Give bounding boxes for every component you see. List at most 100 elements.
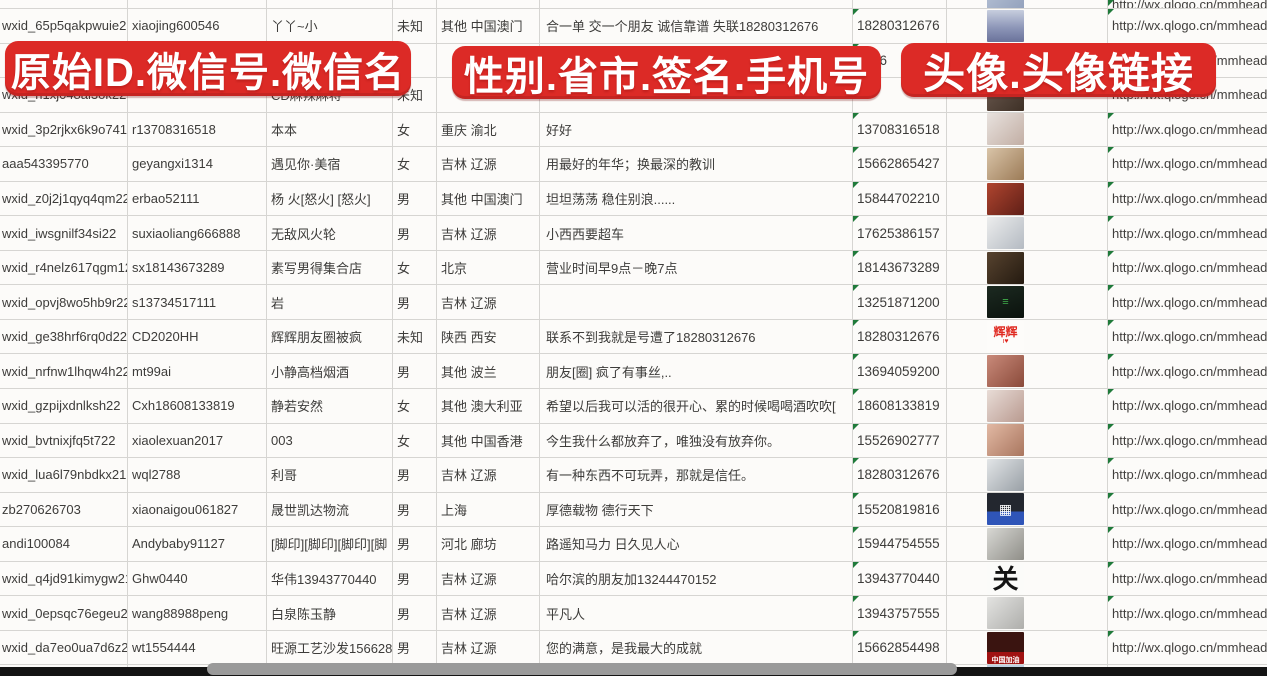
cell-avatar-url[interactable]: http://wx.qlogo.cn/mmhead [1108,354,1267,388]
cell-avatar[interactable]: 关 [947,561,1108,596]
cell-gender[interactable]: 女 [393,423,437,458]
avatar[interactable] [987,355,1024,388]
cell-avatar-url[interactable]: http://wx.qlogo.cn/mmhead [1108,216,1267,250]
cell-phone[interactable]: 18280312676 [853,458,947,492]
cell-phone[interactable]: 15662865427 [853,147,947,181]
cell-phone[interactable]: 13251871200 [853,285,947,319]
cell-original-id[interactable]: wxid_q4jd91kimygw21 [0,561,128,596]
cell-signature[interactable]: 营业时间早9点－晚7点 [540,250,853,285]
cell-original-id[interactable]: aaa543395770 [0,147,128,181]
cell-phone[interactable]: 18143673289 [853,250,947,285]
cell-region[interactable]: 吉林 辽源 [437,561,540,596]
cell-avatar[interactable]: 辉辉 ı♥ [947,319,1108,354]
cell-wechat-account[interactable]: xiaonaigou061827 [128,492,267,527]
cell-region[interactable]: 其他 中国香港 [437,423,540,458]
cell-gender[interactable]: 男 [393,492,437,527]
avatar[interactable] [987,0,1024,8]
cell-avatar-url[interactable]: http://wx.qlogo.cn/mmhead [1108,147,1267,181]
cell-avatar[interactable] [947,147,1108,181]
cell-region[interactable]: 其他 中国澳门 [437,9,540,43]
cell-phone[interactable]: 15844702210 [853,181,947,216]
cell-phone[interactable]: 15944754555 [853,527,947,561]
cell-wechat-account[interactable]: mt99ai [128,354,267,389]
cell-wechat-name[interactable]: 静若安然 [267,389,393,423]
cell-gender[interactable]: 男 [393,216,437,250]
cell-wechat-name[interactable]: 岩 [267,285,393,319]
cell-original-id[interactable]: wxid_gzpijxdnlksh22 [0,389,128,423]
cell-gender[interactable]: 女 [393,112,437,147]
cell-signature[interactable]: 路遥知马力 日久见人心 [540,527,853,561]
avatar[interactable]: 辉辉 ı♥ [987,320,1024,353]
cell-wechat-account[interactable]: Cxh18608133819 [128,389,267,423]
cell-gender[interactable]: 未知 [393,9,437,43]
avatar[interactable] [987,424,1024,457]
avatar[interactable]: 关 [987,562,1024,595]
cell-original-id[interactable]: wxid_lua6l79nbdkx21 [0,458,128,492]
cell-avatar[interactable] [947,389,1108,423]
cell-original-id[interactable]: wxid_da7eo0ua7d6z22 [0,630,128,665]
cell-region[interactable]: 吉林 辽源 [437,630,540,665]
cell-region[interactable]: 河北 廊坊 [437,527,540,561]
cell-signature[interactable]: 朋友[圈] 疯了有事丝,.. [540,354,853,389]
cell-gender[interactable]: 女 [393,147,437,181]
cell-wechat-account[interactable]: geyangxi1314 [128,147,267,181]
cell-avatar[interactable] [947,458,1108,492]
cell-wechat-account[interactable]: xiaolexuan2017 [128,423,267,458]
cell-avatar-url[interactable]: http://wx.qlogo.cn/mmhead [1108,492,1267,527]
avatar[interactable] [987,9,1024,42]
cell-avatar[interactable] [947,112,1108,147]
cell-signature[interactable]: 好好 [540,112,853,147]
cell-gender[interactable]: 女 [393,389,437,423]
cell-avatar[interactable] [947,250,1108,285]
cell-phone[interactable]: 13943757555 [853,596,947,630]
cell-original-id[interactable]: wxid_3p2rjkx6k9o741 [0,112,128,147]
cell-gender[interactable]: 男 [393,285,437,319]
cell-wechat-name[interactable]: 杨 火[怒火] [怒火] [267,181,393,216]
cell-wechat-name[interactable]: 遇见你·美宿 [267,147,393,181]
avatar[interactable] [987,527,1024,560]
cell-wechat-account[interactable]: CD2020HH [128,319,267,354]
avatar[interactable] [987,217,1024,250]
cell-phone[interactable]: 18280312676 [853,319,947,354]
cell-signature[interactable]: 希望以后我可以活的很开心、累的时候喝喝酒吹吹[ [540,389,853,423]
cell-original-id[interactable]: zb270626703 [0,492,128,527]
cell-wechat-account[interactable]: xiaojing600546 [128,9,267,43]
cell-wechat-account[interactable]: s13734517111 [128,285,267,319]
cell-avatar[interactable]: ≡ [947,285,1108,319]
cell-region[interactable]: 其他 中国澳门 [437,181,540,216]
cell-region[interactable]: 吉林 辽源 [437,216,540,250]
cell-avatar-url[interactable]: http://wx.qlogo.cn/mmhead [1108,9,1267,43]
cell-original-id[interactable]: wxid_0epsqc76egeu22 [0,596,128,630]
cell-wechat-account[interactable]: Ghw0440 [128,561,267,596]
avatar[interactable] [987,389,1024,422]
cell-avatar[interactable] [947,216,1108,250]
cell-avatar-url[interactable]: http://wx.qlogo.cn/mmhead [1108,319,1267,354]
cell-phone[interactable]: 18280312676 [853,9,947,43]
cell-wechat-name[interactable]: 晟世凯达物流 [267,492,393,527]
cell-wechat-name[interactable]: 利哥 [267,458,393,492]
cell-signature[interactable]: 用最好的年华；换最深的教训 [540,147,853,181]
cell-phone[interactable]: 15526902777 [853,423,947,458]
cell-gender[interactable]: 男 [393,561,437,596]
cell-avatar-url[interactable]: http://wx.qlogo.cn/mmhead [1108,285,1267,319]
cell-gender[interactable]: 男 [393,596,437,630]
cell-wechat-name[interactable]: 003 [267,423,393,458]
cell-avatar[interactable] [947,0,1108,8]
cell-signature[interactable] [540,285,853,319]
cell-gender[interactable]: 男 [393,458,437,492]
cell-wechat-account[interactable]: wql2788 [128,458,267,492]
cell-phone[interactable]: 13708316518 [853,112,947,147]
cell-signature[interactable]: 有一种东西不可玩弄，那就是信任。 [540,458,853,492]
horizontal-scrollbar-thumb[interactable] [207,663,957,675]
avatar[interactable]: 中国加油 [987,631,1024,664]
avatar[interactable]: ≡ [987,286,1024,319]
cell-original-id[interactable]: wxid_iwsgnilf34si22 [0,216,128,250]
cell-original-id[interactable]: wxid_z0j2j1qyq4qm22 [0,181,128,216]
cell-avatar-url[interactable]: http://wx.qlogo.cn/mmhead [1108,527,1267,561]
cell-signature[interactable]: 厚德载物 德行天下 [540,492,853,527]
cell-wechat-account[interactable] [128,0,267,8]
cell-avatar-url[interactable]: http://wx.qlogo.cn/mmhead [1108,0,1267,8]
cell-wechat-name[interactable]: [脚印][脚印][脚印][脚 [267,527,393,561]
avatar[interactable] [987,182,1024,215]
avatar[interactable]: ▦ [987,493,1024,526]
